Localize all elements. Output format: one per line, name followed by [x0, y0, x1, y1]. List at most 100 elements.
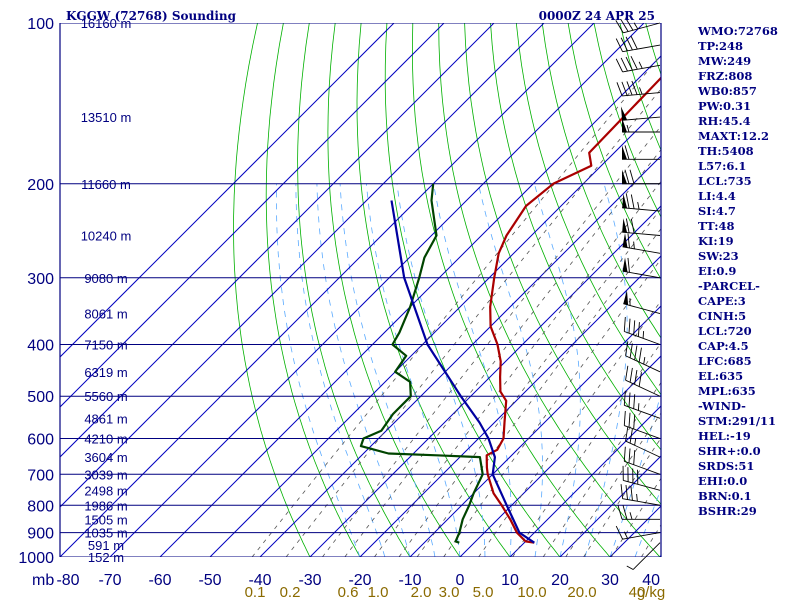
dry-adiabat — [356, 23, 511, 557]
wind-barb-flag — [627, 257, 630, 273]
wind-barb-pennant — [623, 290, 629, 305]
plot-background — [60, 23, 661, 557]
mixing-ratio-line — [322, 125, 661, 557]
sounding-parameter: CINH:5 — [698, 309, 747, 323]
height-label: 2498 m — [84, 483, 127, 498]
wind-barb-staff — [624, 404, 661, 419]
height-labels: 16160 m 13510 m 11660 m 10240 m 9080 m 8061 m… — [81, 16, 132, 565]
wind-barb-flag — [630, 55, 638, 70]
wind-barb-flag — [623, 316, 626, 332]
chart-title: KGGW (72768) Sounding — [66, 9, 237, 23]
sounding-parameter: TH:5408 — [698, 144, 754, 158]
sounding-parameter: FRZ:808 — [698, 69, 753, 83]
height-label: 7150 m — [84, 338, 127, 353]
wind-barb-flag — [629, 367, 633, 383]
mixing-ratio-label: 2.0 — [411, 584, 432, 600]
pressure-tick-label: 300 — [27, 271, 54, 288]
wind-barb-half-flag — [637, 403, 640, 411]
wind-barb-half-flag — [626, 565, 634, 570]
height-label: 4210 m — [84, 432, 127, 447]
wind-barb — [625, 426, 661, 458]
wind-barb-flag — [625, 56, 633, 71]
wind-barb-staff — [622, 44, 661, 53]
wind-barb-half-flag — [629, 512, 633, 520]
wind-barb-staff — [625, 355, 661, 373]
pressure-tick-label: 1000 — [18, 550, 54, 567]
wind-barb-flag — [628, 448, 631, 464]
wind-barb — [623, 316, 661, 345]
sounding-parameter: EL:635 — [698, 369, 744, 383]
dry-adiabat — [515, 23, 661, 396]
wind-barb-staff — [625, 379, 661, 397]
isotherm — [60, 23, 495, 458]
wind-barb-staff — [622, 498, 661, 506]
wind-barb-staff — [622, 116, 661, 121]
mixing-ratio-label: 5.0 — [473, 584, 494, 600]
wind-barb-flag — [617, 505, 623, 520]
height-label: 3039 m — [84, 467, 127, 482]
isotherm — [509, 405, 661, 557]
wind-barb-half-flag — [643, 356, 646, 365]
wind-barb — [616, 80, 661, 97]
dry-adiabat — [384, 23, 561, 557]
wind-barb-half-flag — [633, 22, 639, 30]
wind-barb-flag — [627, 233, 630, 249]
dry-adiabat — [490, 23, 661, 451]
temperature-tick-label: 10 — [501, 572, 519, 589]
wind-barb-flag — [620, 57, 628, 72]
height-label: 13510 m — [81, 110, 132, 125]
sounding-parameter: L57:6.1 — [698, 159, 747, 173]
pressure-unit-label: mb — [32, 572, 54, 589]
mixing-ratio-line — [542, 381, 661, 557]
sounding-parameter: SI:4.7 — [698, 204, 736, 218]
isotherm — [109, 23, 645, 557]
sounding-parameter: CAP:4.5 — [698, 339, 749, 353]
isotherm — [60, 23, 445, 408]
wind-barb-flag — [638, 372, 642, 387]
wind-barb-flag — [630, 35, 638, 50]
isotherm — [409, 305, 661, 557]
wind-barb — [625, 341, 661, 373]
wind-barb — [623, 290, 661, 314]
wind-barb-staff — [622, 231, 661, 236]
sounding-parameter: RH:45.4 — [698, 114, 751, 128]
mixing-ratio-label: 0.1 — [245, 584, 266, 600]
height-label: 591 m — [88, 538, 124, 553]
pressure-tick-label: 500 — [27, 389, 54, 406]
mixing-ratio-line — [374, 180, 661, 557]
height-label: 1986 m — [84, 498, 127, 513]
temperature-tick-label: 30 — [601, 572, 619, 589]
sounding-parameter: SW:23 — [698, 249, 739, 263]
wind-barb-pennant — [622, 118, 627, 133]
mixing-ratio-label: 10.0 — [517, 584, 546, 600]
dry-adiabat — [567, 23, 661, 280]
height-label: 5560 m — [84, 389, 127, 404]
wind-barb-flag — [633, 414, 636, 429]
wind-barb-flag — [624, 145, 630, 160]
temperature-tick-label: -80 — [56, 572, 79, 589]
wind-barb-half-flag — [639, 87, 643, 95]
dry-adiabat — [233, 23, 311, 557]
sounding-parameter: BSHR:29 — [698, 504, 757, 518]
isotherm — [359, 255, 661, 557]
sounding-parameter: MPL:635 — [698, 384, 756, 398]
height-label: 8061 m — [84, 307, 127, 322]
isotherm — [459, 355, 661, 557]
wind-barb-flag — [628, 318, 631, 334]
wind-barb — [622, 193, 661, 212]
wind-barb-pennant — [622, 145, 627, 160]
wind-barb — [622, 257, 661, 279]
pressure-tick-label: 900 — [27, 526, 54, 543]
wind-barb-half-flag — [634, 438, 637, 446]
isotherm — [60, 23, 395, 358]
wind-barb-half-flag — [642, 331, 645, 339]
wind-barb-staff — [622, 270, 661, 279]
wind-barb-staff — [624, 460, 661, 475]
sounding-parameter: WB0:857 — [698, 84, 757, 98]
wind-barb-staff — [623, 22, 661, 34]
isotherm — [559, 455, 661, 557]
wind-barb-staff — [624, 331, 661, 345]
temperature-tick-label: -30 — [298, 572, 321, 589]
wind-barb-staff — [625, 440, 661, 458]
sounding-parameter: LCL:720 — [698, 324, 752, 338]
